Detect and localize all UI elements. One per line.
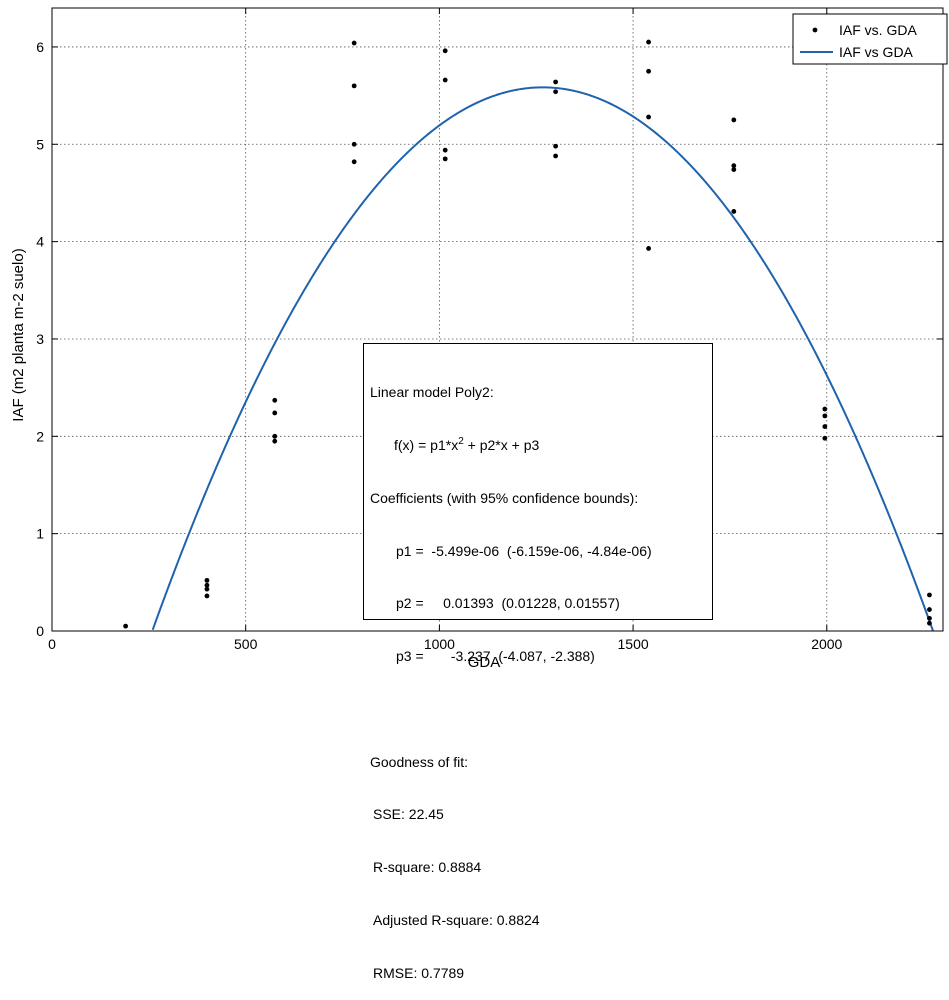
- data-point: [351, 141, 357, 147]
- y-tick-label: 0: [36, 623, 44, 639]
- data-point: [927, 592, 932, 598]
- data-point: [204, 577, 210, 583]
- data-point: [204, 582, 210, 588]
- y-tick-label: 4: [36, 234, 44, 250]
- legend-label-points: IAF vs. GDA: [839, 22, 917, 38]
- data-point: [553, 143, 559, 149]
- data-point: [927, 607, 932, 612]
- data-point: [272, 438, 278, 444]
- data-point: [553, 89, 559, 95]
- data-point: [272, 410, 278, 416]
- data-point: [553, 79, 559, 85]
- fit-sse: SSE: 22.45: [373, 806, 444, 823]
- data-point: [272, 397, 278, 403]
- data-point: [731, 167, 737, 172]
- data-point: [351, 83, 357, 89]
- y-tick-label: 5: [36, 136, 44, 152]
- data-point: [442, 147, 448, 153]
- data-point: [351, 159, 357, 165]
- data-point: [442, 48, 448, 54]
- x-tick-label: 1000: [424, 636, 455, 652]
- x-tick-labels: 0 500 1000 1500 2000: [48, 636, 842, 652]
- fit-curve-layer: [151, 86, 934, 631]
- data-point: [123, 623, 129, 629]
- fit-spacer: [370, 701, 706, 719]
- fit-coef-p1: p1 = -5.499e-06 (-6.159e-06, -4.84e-06): [396, 542, 652, 559]
- y-tick-labels: 0 1 2 3 4 5 6: [36, 39, 44, 639]
- data-point: [927, 620, 932, 626]
- fit-rmse: RMSE: 0.7789: [373, 964, 465, 981]
- y-tick-label: 3: [36, 331, 44, 347]
- fit-formula: f(x) = p1*x2 + p2*x + p3: [370, 435, 706, 455]
- fit-curve: [151, 86, 934, 631]
- fit-gof-title: Goodness of fit:: [370, 753, 469, 770]
- data-point: [927, 615, 932, 621]
- data-point: [822, 406, 828, 412]
- fit-rsquare: R-square: 0.8884: [373, 859, 482, 876]
- data-point: [442, 77, 448, 83]
- x-axis-label: GDA: [468, 654, 501, 671]
- data-point: [646, 246, 651, 251]
- data-point: [731, 117, 737, 123]
- x-tick-label: 0: [48, 636, 56, 652]
- fit-coefficients-title: Coefficients (with 95% confidence bounds…: [370, 489, 639, 506]
- legend-box: [792, 13, 948, 65]
- y-tick-label: 1: [36, 526, 44, 542]
- legend-label-fit: IAF vs GDA: [839, 44, 914, 60]
- data-point: [822, 424, 828, 429]
- data-point: [272, 433, 278, 439]
- fit-formula-exponent: 2: [458, 435, 464, 447]
- x-tick-label: 2000: [811, 636, 842, 652]
- data-point: [204, 586, 210, 592]
- data-point: [731, 163, 737, 169]
- fit-model-title: Linear model Poly2:: [370, 384, 494, 401]
- fit-formula-prefix: f(x) = p1*x: [394, 436, 459, 453]
- legend: IAF vs. GDA IAF vs GDA: [792, 13, 948, 65]
- data-point: [646, 68, 651, 74]
- y-tick-label: 2: [36, 428, 44, 444]
- data-point: [646, 114, 651, 120]
- data-point: [822, 413, 828, 419]
- data-point: [351, 40, 357, 46]
- fit-coef-p2: p2 = 0.01393 (0.01228, 0.01557): [396, 595, 620, 612]
- fit-formula-suffix: + p2*x + p3: [463, 436, 540, 453]
- fit-results-box: Linear model Poly2: f(x) = p1*x2 + p2*x …: [363, 343, 713, 981]
- fit-coef-p3: p3 = -3.237 (-4.087, -2.388): [396, 648, 595, 665]
- y-axis-label: IAF (m2 planta m-2 suelo): [10, 248, 27, 421]
- data-point: [822, 435, 828, 441]
- data-point: [442, 156, 448, 162]
- data-point: [553, 153, 559, 159]
- plot-frame: [51, 7, 944, 632]
- data-point: [204, 593, 210, 599]
- y-tick-label: 6: [36, 39, 44, 55]
- data-point: [646, 39, 651, 45]
- x-tick-label: 500: [234, 636, 258, 652]
- fit-adj-rsquare: Adjusted R-square: 0.8824: [373, 912, 540, 928]
- scatter-points-layer: [123, 39, 932, 629]
- legend-marker-dot: [812, 27, 818, 33]
- data-point: [731, 209, 737, 214]
- x-tick-label: 1500: [618, 636, 649, 652]
